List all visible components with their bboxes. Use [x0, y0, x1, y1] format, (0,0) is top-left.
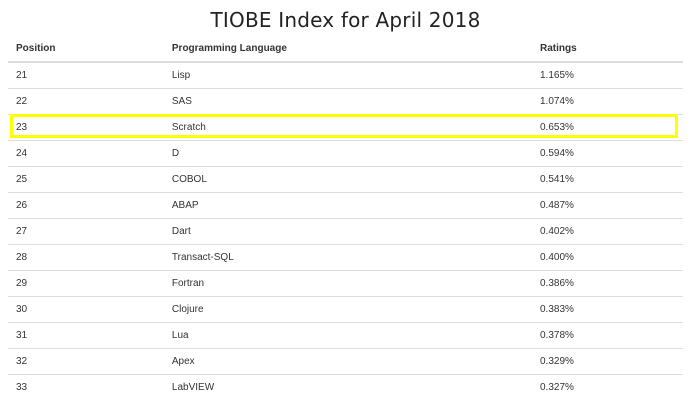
cell-rating: 1.074%: [532, 88, 683, 115]
table-row: 21 Lisp 1.165%: [8, 62, 683, 89]
cell-language: Clojure: [163, 296, 532, 323]
cell-language: COBOL: [163, 166, 532, 193]
ranking-table: Position Programming Language Ratings 21…: [8, 36, 683, 400]
table-row-highlighted: 23 Scratch 0.653%: [8, 114, 683, 141]
column-header-position: Position: [8, 36, 164, 63]
cell-position: 29: [8, 270, 164, 297]
table-row: 27 Dart 0.402%: [8, 218, 683, 245]
table-row: 25 COBOL 0.541%: [8, 166, 683, 193]
cell-language: Scratch: [163, 114, 532, 141]
cell-language: Apex: [163, 348, 532, 375]
cell-position: 28: [8, 244, 164, 271]
cell-language: D: [163, 140, 532, 167]
cell-position: 33: [8, 374, 164, 400]
table-row: 26 ABAP 0.487%: [8, 192, 683, 219]
cell-position: 26: [8, 192, 164, 219]
cell-rating: 0.541%: [532, 166, 683, 193]
cell-language: Lua: [163, 322, 532, 349]
cell-position: 27: [8, 218, 164, 245]
cell-position: 32: [8, 348, 164, 375]
table-row: 30 Clojure 0.383%: [8, 296, 683, 323]
table-row: 29 Fortran 0.386%: [8, 270, 683, 297]
cell-position: 21: [16, 70, 28, 81]
page-title: TIOBE Index for April 2018: [210, 8, 481, 32]
cell-rating: 0.327%: [532, 374, 683, 400]
table-row: 31 Lua 0.378%: [8, 322, 683, 349]
cell-position: 22: [8, 88, 164, 115]
cell-language: LabVIEW: [163, 374, 532, 400]
cell-language: Lisp: [171, 70, 191, 81]
cell-rating: 1.165%: [540, 70, 574, 81]
cell-language: Dart: [163, 218, 532, 245]
cell-rating: 0.386%: [532, 270, 683, 297]
cell-rating: 0.383%: [532, 296, 683, 323]
cell-language: ABAP: [163, 192, 532, 219]
cell-rating: 0.594%: [532, 140, 683, 167]
cell-language: Transact-SQL: [163, 244, 532, 271]
cell-language: Fortran: [163, 270, 532, 297]
cell-language: SAS: [163, 88, 532, 115]
table-row: 32 Apex 0.329%: [8, 348, 683, 375]
cell-rating: 0.487%: [532, 192, 683, 219]
cell-rating: 0.329%: [532, 348, 683, 375]
cell-rating: 0.653%: [532, 114, 683, 141]
cell-position: 25: [8, 166, 164, 193]
cell-rating: 0.402%: [532, 218, 683, 245]
table-header-row: Position Programming Language Ratings: [8, 36, 683, 63]
table-body: 21 Lisp 1.165% 22 SAS 1.074% 23 Scratch …: [8, 62, 683, 400]
cell-rating: 0.400%: [532, 244, 683, 271]
table-row: 24 D 0.594%: [8, 140, 683, 167]
table-row: 28 Transact-SQL 0.400%: [8, 244, 683, 271]
cell-position: 31: [8, 322, 164, 349]
cell-position: 23: [8, 114, 164, 141]
cell-position: 30: [8, 296, 164, 323]
column-header-language: Programming Language: [163, 36, 532, 63]
cell-rating: 0.378%: [532, 322, 683, 349]
table-row: 22 SAS 1.074%: [8, 88, 683, 115]
table-row: 33 LabVIEW 0.327%: [8, 374, 683, 400]
cell-position: 24: [8, 140, 164, 167]
column-header-ratings: Ratings: [532, 36, 683, 63]
